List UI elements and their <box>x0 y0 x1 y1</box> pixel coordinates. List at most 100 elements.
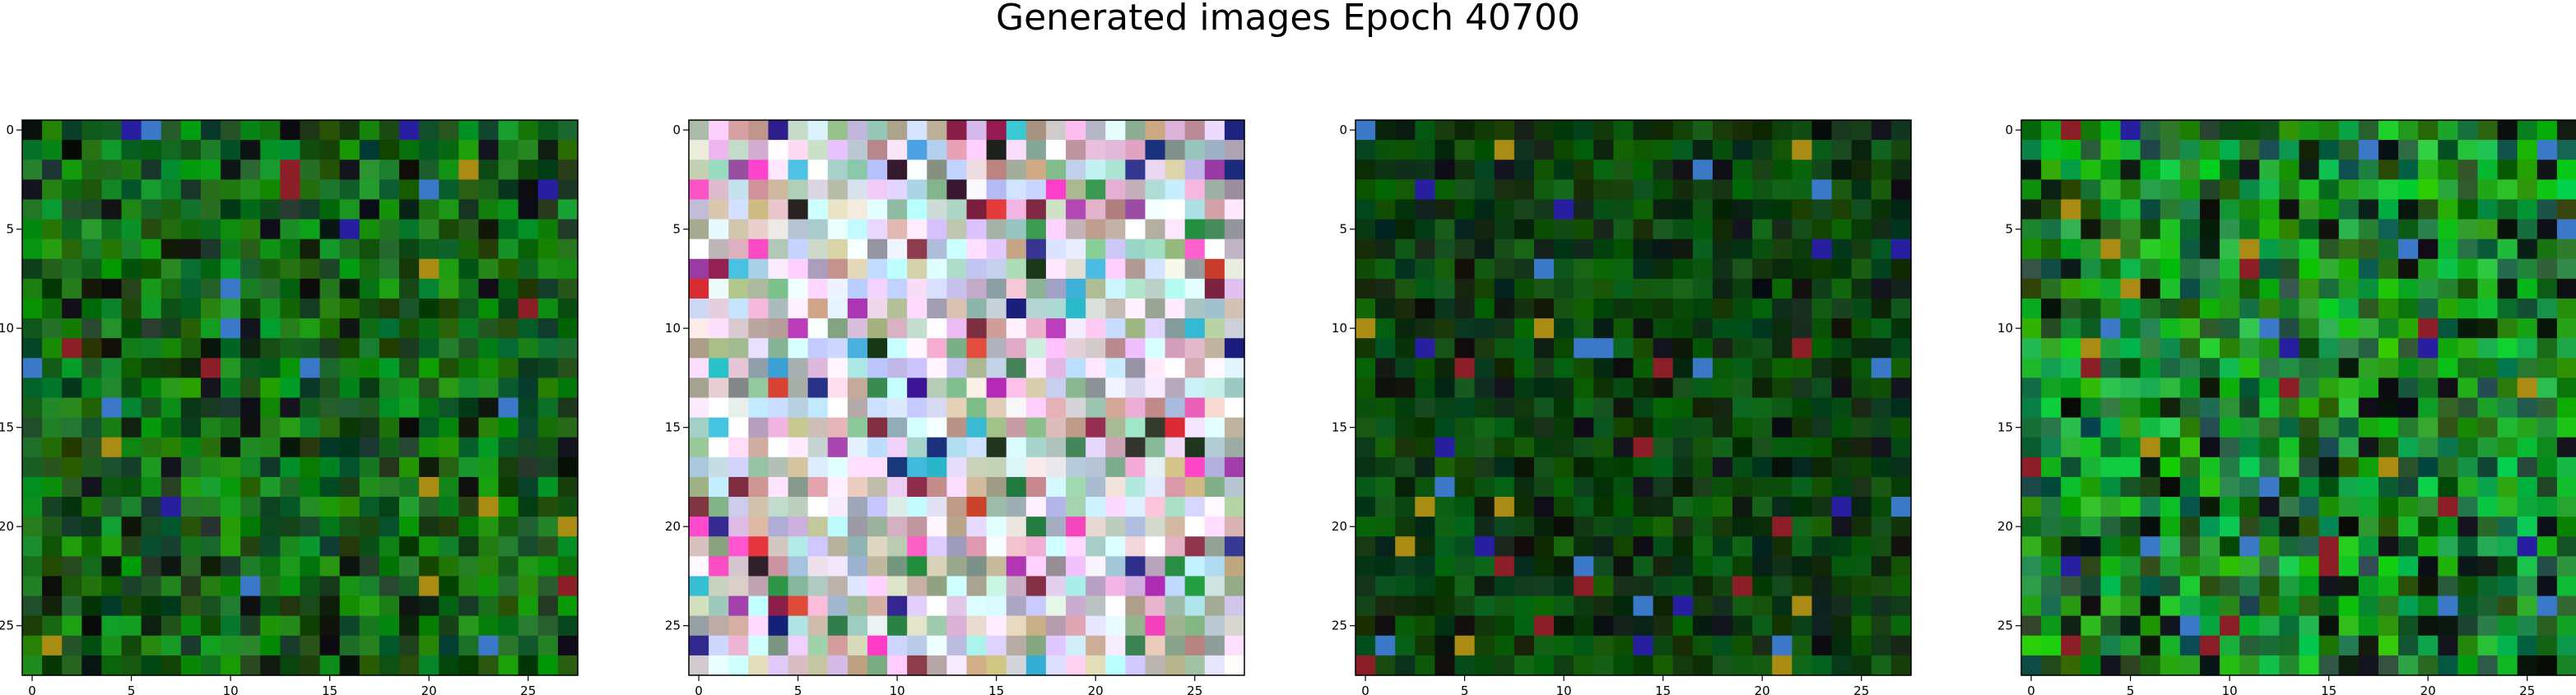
pixel-cell <box>260 397 281 419</box>
pixel-cell <box>2536 258 2558 280</box>
pixel-cell <box>1494 556 1515 577</box>
pixel-cell <box>200 556 221 577</box>
pixel-cell <box>2160 298 2181 319</box>
pixel-cell <box>2299 536 2320 557</box>
pixel-cell <box>359 655 380 676</box>
pixel-cell <box>1454 517 1476 537</box>
pixel-cell <box>1494 517 1515 537</box>
pixel-cell <box>1613 497 1634 517</box>
pixel-cell <box>2160 576 2181 597</box>
pixel-cell <box>399 517 420 537</box>
pixel-cell <box>1415 258 1436 280</box>
pixel-cell <box>1474 120 1495 141</box>
pixel-cell <box>180 358 202 378</box>
pixel-cell <box>768 417 789 438</box>
pixel-cell <box>62 140 82 160</box>
pixel-cell <box>2041 239 2062 260</box>
pixel-cell <box>1593 258 1614 280</box>
pixel-cell <box>1415 536 1436 557</box>
pixel-cell <box>748 358 770 378</box>
pixel-cell <box>2081 655 2102 676</box>
pixel-cell <box>1692 338 1713 359</box>
pixel-cell <box>887 417 908 438</box>
pixel-cell <box>1434 456 1456 478</box>
pixel-cell <box>2160 536 2181 557</box>
pixel-cell <box>557 536 579 557</box>
pixel-cell <box>1772 556 1793 577</box>
pixel-cell <box>1851 179 1872 201</box>
pixel-cell <box>478 595 500 617</box>
pixel-cell <box>2199 635 2220 656</box>
pixel-cell <box>557 140 579 160</box>
pixel-cell <box>1145 298 1166 319</box>
pixel-cell <box>1672 417 1694 438</box>
pixel-cell <box>1712 318 1733 339</box>
pixel-cell <box>1672 655 1694 676</box>
pixel-cell <box>2061 476 2081 498</box>
pixel-cell <box>260 120 281 141</box>
pixel-cell <box>1514 140 1535 160</box>
pixel-cell <box>160 298 182 319</box>
pixel-cell <box>1105 437 1126 458</box>
pixel-cell <box>399 298 420 319</box>
pixel-cell <box>2100 517 2122 537</box>
pixel-cell <box>1613 655 1634 676</box>
pixel-cell <box>42 278 63 299</box>
pixel-cell <box>141 140 162 160</box>
pixel-cell <box>2239 437 2260 458</box>
pixel-cell <box>1045 576 1067 597</box>
pixel-cell <box>1672 556 1694 577</box>
pixel-cell <box>748 219 770 240</box>
pixel-cell <box>1831 298 1853 319</box>
pixel-cell <box>1145 595 1166 617</box>
pixel-cell <box>2457 239 2479 260</box>
pixel-cell <box>1633 239 1654 260</box>
pixel-cell <box>121 120 142 141</box>
pixel-cell <box>2457 595 2479 617</box>
pixel-cell <box>1712 576 1733 597</box>
pixel-cell <box>42 556 63 577</box>
pixel-cell <box>42 160 63 180</box>
pixel-cell <box>498 120 519 141</box>
pixel-cell <box>141 476 162 498</box>
pixel-cell <box>260 278 281 299</box>
pixel-cell <box>2140 358 2161 378</box>
x-tick-label: 0 <box>2027 683 2035 695</box>
pixel-cell <box>2160 476 2181 498</box>
pixel-cell <box>907 239 928 260</box>
pixel-cell <box>2299 556 2320 577</box>
pixel-cell <box>2021 258 2042 280</box>
pixel-cell <box>689 179 709 201</box>
pixel-cell <box>399 219 420 240</box>
pixel-cell <box>498 536 519 557</box>
pixel-cell <box>847 358 868 378</box>
pixel-cell <box>2041 536 2062 557</box>
pixel-cell <box>728 615 749 637</box>
pixel-cell <box>1831 437 1853 458</box>
pixel-cell <box>1045 140 1067 160</box>
pixel-cell <box>2338 576 2360 597</box>
pixel-cell <box>121 417 142 438</box>
pixel-cell <box>1415 635 1436 656</box>
pixel-cell <box>1574 635 1594 656</box>
pixel-cell <box>419 199 439 220</box>
pixel-cell <box>537 140 559 160</box>
pixel-cell <box>2438 497 2458 517</box>
pixel-cell <box>1184 456 1206 478</box>
pixel-cell <box>2556 219 2576 240</box>
pixel-cell <box>1613 595 1634 617</box>
pixel-cell <box>101 318 123 339</box>
pixel-cell <box>768 120 789 141</box>
pixel-cell <box>1890 417 1912 438</box>
pixel-cell <box>81 576 103 597</box>
pixel-cell <box>807 417 829 438</box>
pixel-cell <box>2081 278 2102 299</box>
pixel-cell <box>1355 576 1376 597</box>
pixel-cell <box>2179 298 2201 319</box>
x-tick-label: 25 <box>1187 683 1202 695</box>
pixel-cell <box>1165 497 1186 517</box>
pixel-cell <box>1105 258 1126 280</box>
pixel-cell <box>768 635 789 656</box>
pixel-cell <box>2536 278 2558 299</box>
pixel-cell <box>2477 397 2499 419</box>
